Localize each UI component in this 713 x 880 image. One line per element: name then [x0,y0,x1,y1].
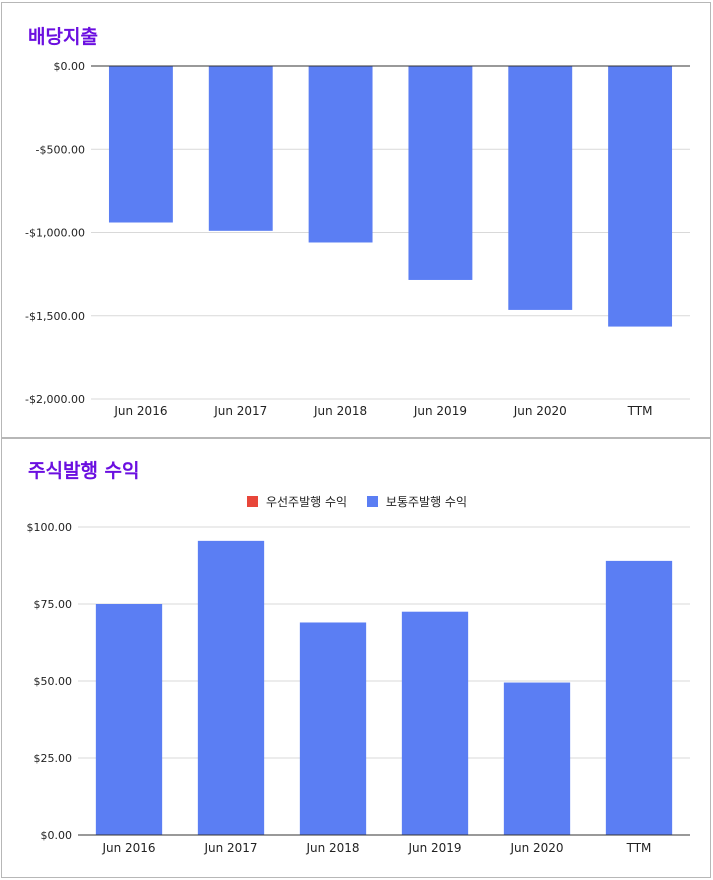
x-tick-label: TTM [626,841,652,855]
chart-title: 배당지출 [28,26,98,48]
bar [408,66,473,280]
chart-legend: 우선주발행 수익 보통주발행 수익 [2,493,712,510]
stock-issuance-chart: $0.00 $25.00 $50.00 $75.00 $100.00 Jun 2016 Ju… [27,521,690,855]
dividend-chart: $0.00 -$500.00 -$1,000.00 -$1,500.00 -$2,000… [25,60,690,418]
legend-label: 우선주발행 수익 [265,495,348,509]
y-tick-label: $0.00 [54,60,86,73]
bar [401,611,469,835]
chart-title: 주식발행 수익 [28,460,140,482]
legend-swatch [366,496,378,507]
bar [308,66,373,243]
y-tick-label: $100.00 [27,521,73,534]
x-tick-label: Jun 2020 [509,841,563,855]
x-tick-label: TTM [627,404,653,418]
legend-item-common: 보통주발행 수익 [366,493,468,510]
bar [608,66,673,327]
y-tick-label: $0.00 [41,829,73,842]
bar [197,540,265,835]
bar [95,604,163,835]
legend-swatch [246,496,258,507]
x-tick-label: Jun 2017 [213,404,267,418]
x-tick-label: Jun 2017 [203,841,257,855]
legend-item-preferred: 우선주발행 수익 [246,493,348,510]
bar [299,622,367,835]
x-tick-label: Jun 2016 [113,404,167,418]
y-tick-label: -$2,000.00 [25,393,85,406]
y-tick-label: -$1,500.00 [25,310,85,323]
x-tick-label: Jun 2018 [305,841,359,855]
stock-issuance-chart-panel: 주식발행 수익 우선주발행 수익 보통주발행 수익 $0.00 $25.00 $50… [1,438,711,878]
y-tick-label: -$500.00 [36,143,85,156]
bar [503,682,571,835]
y-tick-label: $75.00 [34,598,73,611]
y-tick-label: $50.00 [34,675,73,688]
bar [605,560,673,835]
y-tick-label: -$1,000.00 [25,227,85,240]
x-tick-label: Jun 2019 [407,841,461,855]
bar [208,66,273,231]
x-tick-label: Jun 2019 [413,404,467,418]
dividend-chart-panel: 배당지출 $0.00 -$500.00 -$1,000.00 -$1,500.00 -$… [1,2,711,438]
y-tick-label: $25.00 [34,752,73,765]
x-tick-label: Jun 2018 [313,404,367,418]
bar [508,66,573,310]
bar [108,66,173,223]
legend-label: 보통주발행 수익 [385,495,468,509]
x-tick-label: Jun 2020 [513,404,567,418]
x-tick-label: Jun 2016 [101,841,155,855]
